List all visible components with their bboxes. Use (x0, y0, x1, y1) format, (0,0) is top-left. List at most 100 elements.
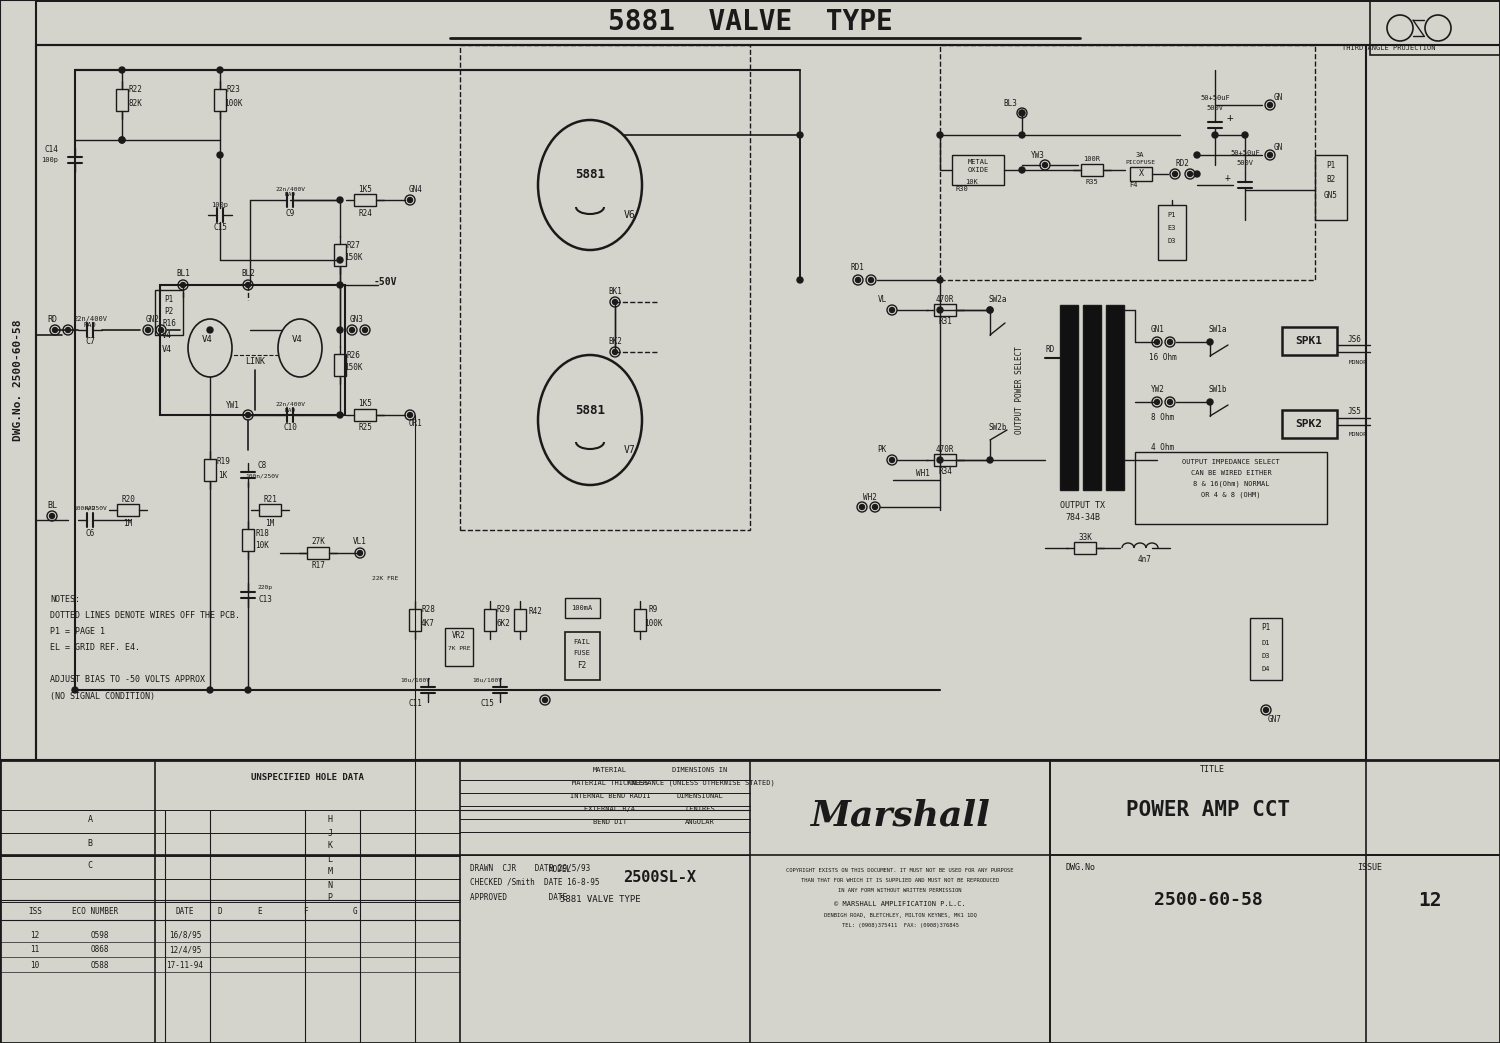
Text: DWG.No. 2500-60-58: DWG.No. 2500-60-58 (13, 319, 22, 441)
Text: DOTTED LINES DENOTE WIRES OFF THE PCB.: DOTTED LINES DENOTE WIRES OFF THE PCB. (50, 611, 240, 621)
Text: K: K (327, 842, 333, 850)
Text: EL = GRID REF. E4.: EL = GRID REF. E4. (50, 644, 140, 653)
Text: 12/4/95: 12/4/95 (170, 946, 201, 954)
Text: 500V: 500V (1236, 160, 1254, 166)
Text: X: X (1138, 170, 1143, 178)
Text: 100R: 100R (1083, 156, 1101, 162)
Text: FAIL: FAIL (573, 639, 591, 645)
Text: DENBIGH ROAD, BLETCHLEY, MILTON KEYNES, MK1 1DQ: DENBIGH ROAD, BLETCHLEY, MILTON KEYNES, … (824, 913, 977, 918)
Text: GN: GN (1274, 94, 1282, 102)
Bar (1060, 305, 1078, 490)
Circle shape (53, 328, 57, 333)
Text: 8 Ohm: 8 Ohm (1152, 412, 1174, 421)
Text: PK: PK (878, 445, 886, 455)
Text: 100mA: 100mA (572, 605, 592, 611)
Text: +: + (1227, 113, 1233, 123)
Text: TITLE: TITLE (1200, 766, 1225, 775)
Circle shape (217, 67, 223, 73)
Text: Marshall: Marshall (810, 798, 990, 832)
Text: C15: C15 (480, 699, 494, 707)
Text: F2: F2 (578, 660, 586, 670)
Text: R29: R29 (496, 606, 510, 614)
Text: V6: V6 (624, 210, 636, 220)
Circle shape (338, 257, 344, 263)
Text: BL: BL (46, 501, 57, 509)
Text: 22n/400V: 22n/400V (74, 316, 106, 322)
Text: F4: F4 (1128, 181, 1137, 188)
Text: BEND DIT: BEND DIT (592, 819, 627, 825)
Text: RD: RD (46, 315, 57, 324)
Text: WH2: WH2 (862, 492, 877, 502)
Text: 1M: 1M (266, 518, 274, 528)
Bar (354, 409, 376, 421)
Text: SW1b: SW1b (1209, 386, 1227, 394)
Text: OR1: OR1 (410, 418, 423, 428)
Text: RAD: RAD (84, 322, 96, 328)
Bar (940, 45, 1316, 280)
Text: 11: 11 (30, 946, 39, 954)
Text: N: N (327, 880, 333, 890)
Ellipse shape (188, 319, 232, 377)
Text: D4: D4 (1262, 666, 1270, 672)
Circle shape (72, 687, 78, 693)
Bar (0, 760, 1500, 1043)
Text: OUTPUT TX: OUTPUT TX (1060, 501, 1106, 509)
Circle shape (796, 277, 802, 283)
Bar (484, 609, 496, 631)
Text: 22n/400V: 22n/400V (274, 187, 304, 192)
Text: 5881  VALVE  TYPE: 5881 VALVE TYPE (608, 8, 892, 37)
Text: B: B (87, 839, 93, 848)
Bar (116, 89, 128, 111)
Bar (334, 244, 346, 266)
Circle shape (1155, 340, 1160, 344)
Text: R16: R16 (162, 319, 176, 329)
Text: C8: C8 (258, 461, 267, 469)
Text: 220p: 220p (258, 584, 273, 589)
Text: BK2: BK2 (608, 337, 622, 345)
Circle shape (118, 137, 124, 143)
Text: V4: V4 (162, 345, 172, 355)
Text: C14: C14 (44, 146, 58, 154)
Text: 10u/100V: 10u/100V (400, 678, 430, 682)
Text: JS5: JS5 (1348, 408, 1362, 416)
Bar (460, 45, 750, 530)
Text: ANGULAR: ANGULAR (686, 819, 716, 825)
Circle shape (1268, 102, 1272, 107)
Text: 82K: 82K (128, 98, 142, 107)
Bar (566, 598, 600, 618)
Bar (446, 628, 472, 666)
Text: OXIDE: OXIDE (968, 167, 988, 173)
Circle shape (350, 328, 354, 333)
Circle shape (890, 458, 894, 462)
Bar (1158, 205, 1186, 260)
Bar (204, 459, 216, 481)
Circle shape (859, 505, 864, 509)
Text: C7: C7 (86, 338, 94, 346)
Text: P1 = PAGE 1: P1 = PAGE 1 (50, 628, 105, 636)
Text: 2500SL-X: 2500SL-X (624, 871, 696, 886)
Bar (117, 504, 140, 516)
Circle shape (207, 687, 213, 693)
Text: R35: R35 (1086, 179, 1098, 185)
Bar (1136, 452, 1328, 524)
Text: D3: D3 (1167, 238, 1176, 244)
Text: DIMENSIONAL: DIMENSIONAL (676, 793, 723, 799)
Ellipse shape (278, 319, 322, 377)
Text: 10K: 10K (255, 540, 268, 550)
Bar (154, 290, 183, 335)
Text: VR2: VR2 (452, 631, 466, 639)
Circle shape (1167, 340, 1173, 344)
Bar (934, 304, 956, 316)
Bar (0, 0, 36, 760)
Text: 3A: 3A (1136, 152, 1144, 157)
Text: COPYRIGHT EXISTS ON THIS DOCUMENT. IT MUST NOT BE USED FOR ANY PURPOSE: COPYRIGHT EXISTS ON THIS DOCUMENT. IT MU… (786, 868, 1014, 873)
Text: 22n/400V: 22n/400V (274, 402, 304, 407)
Circle shape (1208, 339, 1214, 345)
Bar (634, 609, 646, 631)
Text: LINK: LINK (244, 358, 266, 366)
Text: BL3: BL3 (1004, 98, 1017, 107)
Text: 33K: 33K (1078, 533, 1092, 541)
Text: 100p: 100p (40, 157, 58, 163)
Circle shape (1167, 399, 1173, 405)
Text: R27: R27 (346, 242, 360, 250)
